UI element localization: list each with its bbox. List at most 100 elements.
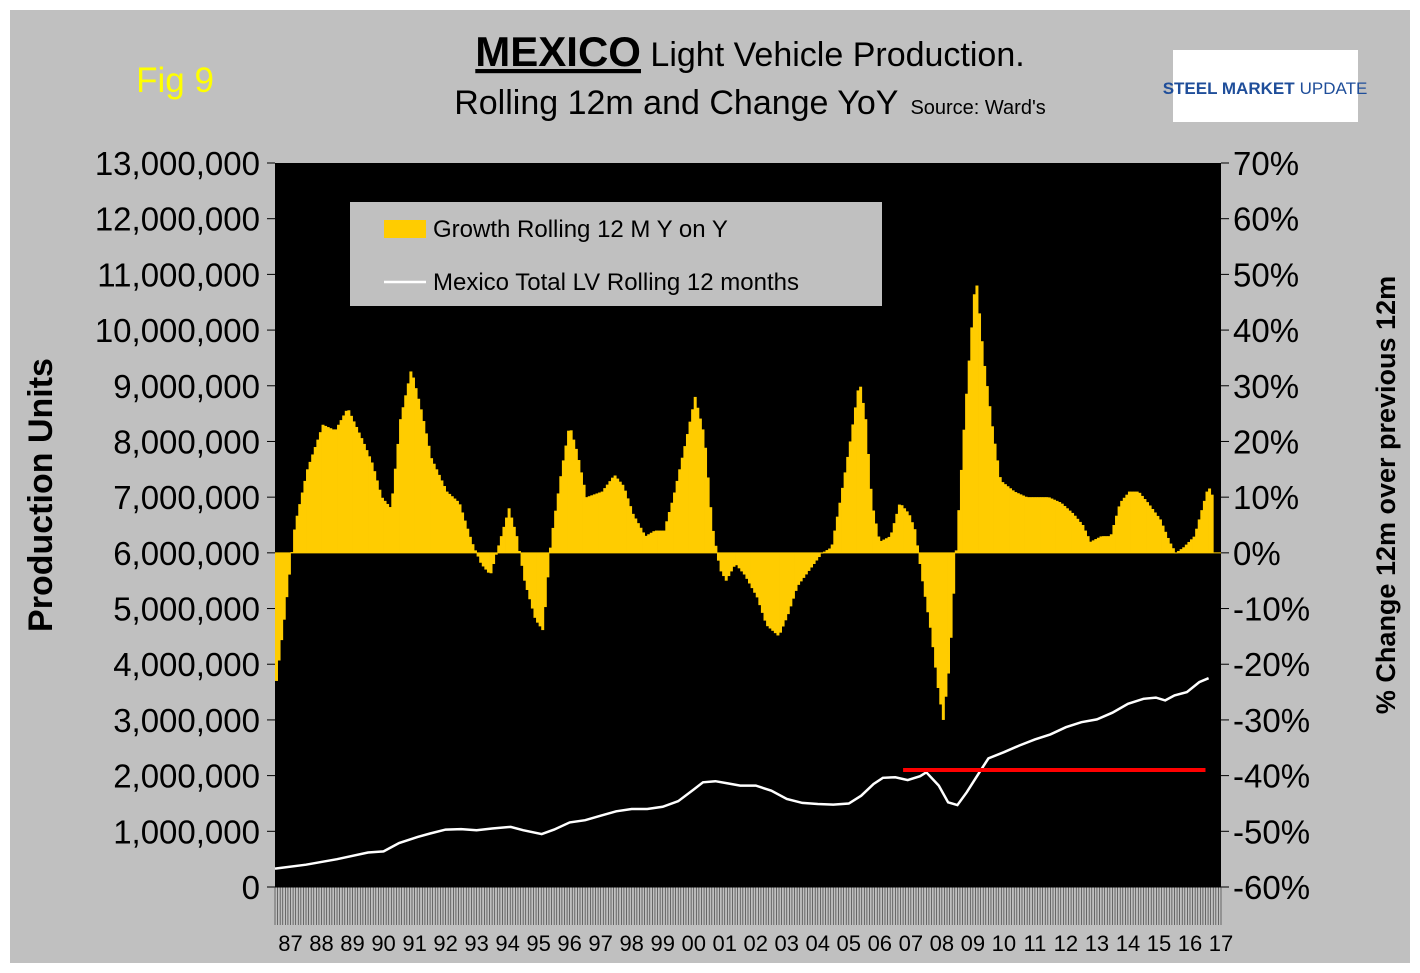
x-axis-tick-label: 08 [930, 931, 954, 956]
growth-bar [559, 476, 563, 553]
chart-title: MEXICO Light Vehicle Production. [475, 28, 1024, 75]
growth-bar [445, 491, 449, 553]
growth-bar [729, 552, 733, 572]
growth-bar [947, 552, 950, 674]
x-axis-tick-label: 10 [992, 931, 1016, 956]
growth-bar [882, 539, 886, 553]
growth-bar [1055, 500, 1059, 553]
growth-bar [492, 552, 496, 564]
growth-bar [980, 341, 984, 553]
growth-bar [479, 552, 483, 563]
growth-bar [360, 438, 364, 553]
growth-bar [724, 552, 728, 581]
growth-bar [1182, 547, 1186, 553]
growth-bar [701, 429, 705, 553]
growth-bar [1115, 515, 1119, 553]
growth-bar [1156, 515, 1160, 553]
growth-bar [538, 552, 542, 627]
growth-bar [874, 523, 878, 553]
growth-bar [1058, 502, 1062, 553]
growth-bar [375, 480, 379, 553]
growth-bar [510, 517, 514, 553]
growth-bar [897, 504, 901, 553]
growth-bar [600, 491, 604, 553]
x-axis-label-bg [401, 929, 428, 955]
growth-bar [536, 552, 540, 623]
growth-bar [631, 513, 635, 553]
growth-bar [1151, 508, 1155, 553]
growth-bar [1047, 497, 1051, 553]
growth-bar [520, 552, 524, 566]
growth-bar [430, 458, 434, 553]
growth-bar [704, 447, 708, 553]
growth-bar [1073, 515, 1077, 553]
chart-title-country: MEXICO [475, 28, 641, 75]
growth-bar [486, 552, 490, 573]
growth-bar [608, 481, 612, 553]
growth-bar [926, 552, 930, 613]
growth-bar [791, 552, 795, 599]
growth-bar [458, 504, 462, 553]
growth-bar [471, 544, 475, 553]
growth-bar [1166, 537, 1170, 553]
x-axis-tick-label: 17 [1209, 931, 1233, 956]
x-axis-tick-label: 95 [526, 931, 550, 956]
x-axis-label-bg [928, 929, 955, 955]
growth-bar [884, 538, 888, 553]
growth-bar [815, 552, 819, 561]
growth-bar [817, 552, 821, 558]
growth-bar [760, 552, 764, 613]
growth-bar [1063, 505, 1067, 553]
growth-bar [313, 447, 317, 553]
growth-bar [892, 523, 896, 553]
growth-bar [432, 463, 436, 553]
growth-bar [1099, 536, 1103, 553]
right-axis-tick-label: 60% [1233, 201, 1299, 238]
growth-bar [931, 552, 935, 648]
growth-bar [295, 515, 299, 553]
left-axis-ticks: 0 1,000,000 2,000,000 3,000,000 4,000,000 5,0… [95, 145, 275, 906]
x-axis-tick-label: 07 [899, 931, 923, 956]
growth-bar [784, 552, 788, 621]
growth-bar [866, 453, 870, 553]
growth-bar [1127, 491, 1131, 553]
x-axis-ticks: 87 88 89 90 91 92 93 94 95 96 97 98 99 00 01 02 03 04 05 06… [274, 886, 1234, 956]
left-axis-tick-label: 5,000,000 [113, 591, 260, 628]
growth-bar [316, 439, 320, 553]
growth-bar [910, 522, 914, 553]
growth-bar [528, 552, 532, 600]
growth-bar [1034, 497, 1038, 553]
growth-bar [1169, 543, 1173, 553]
x-axis-tick-label: 12 [1054, 931, 1078, 956]
growth-bar [685, 434, 689, 553]
growth-bar [554, 510, 558, 553]
growth-bar [957, 510, 961, 553]
right-axis-tick-label: 40% [1233, 312, 1299, 349]
chart-source: Source: Ward's [910, 97, 1045, 119]
growth-bar [853, 407, 857, 553]
growth-bar [843, 472, 847, 553]
growth-bar [1148, 505, 1152, 553]
growth-bar [706, 477, 710, 553]
right-axis-tick-label: -30% [1233, 702, 1310, 739]
growth-bar [667, 512, 671, 553]
growth-bar [1096, 537, 1100, 553]
growth-bar [879, 540, 883, 553]
growth-bar [962, 429, 966, 553]
growth-bar [804, 552, 808, 575]
growth-bar [735, 552, 739, 566]
growth-bar [1146, 502, 1150, 553]
growth-bar [1009, 488, 1013, 553]
growth-bar [822, 551, 826, 553]
x-axis-tick-label: 91 [402, 931, 426, 956]
left-axis-tick-label: 1,000,000 [113, 813, 260, 850]
growth-bar [326, 427, 330, 553]
growth-bar [368, 456, 372, 553]
growth-bar [1042, 497, 1046, 553]
growth-bar [512, 526, 516, 553]
growth-bar [424, 433, 428, 553]
x-axis-tick-label: 97 [588, 931, 612, 956]
growth-bar [841, 487, 845, 553]
growth-bar [916, 545, 919, 553]
